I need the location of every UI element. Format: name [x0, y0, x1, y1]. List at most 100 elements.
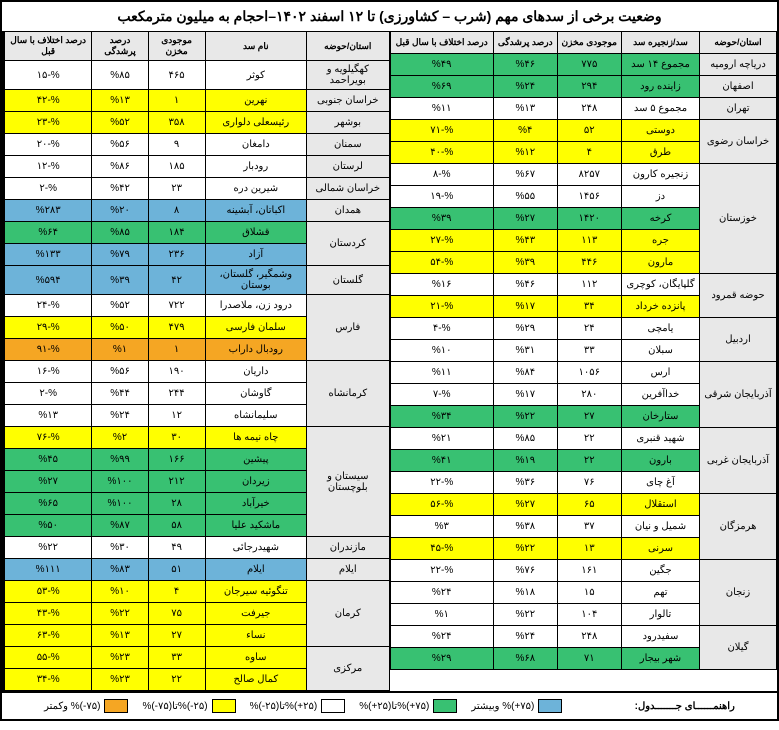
cell-vol: ۷۱	[557, 648, 621, 670]
cell-vol: ۲۴۴	[148, 383, 205, 405]
province-cell: لرستان	[307, 156, 389, 178]
cell-fill: %۴۳	[493, 230, 557, 252]
cell-dam: شمیل و نیان	[621, 516, 699, 538]
cell-vol: ۷۶	[557, 472, 621, 494]
cell-diff: %-۲۳	[5, 112, 92, 134]
province-cell: کهگیلویه و بویراحمد	[307, 61, 389, 90]
cell-vol: ۲۲	[557, 450, 621, 472]
province-cell: سمنان	[307, 134, 389, 156]
cell-fill: %۲۴	[92, 405, 148, 427]
cell-dam: رودبار	[205, 156, 307, 178]
cell-fill: %۴۴	[92, 383, 148, 405]
province-cell: اردبیل	[700, 318, 777, 362]
cell-fill: %۲۹	[493, 318, 557, 340]
cell-dam: قشلاق	[205, 222, 307, 244]
cell-diff: %-۴۰	[390, 142, 493, 164]
cell-diff: %-۴۵	[390, 538, 493, 560]
cell-fill: %۲۰	[92, 200, 148, 222]
cell-dam: خداآفرین	[621, 384, 699, 406]
cell-dam: شهیدرجائی	[205, 537, 307, 559]
cell-diff: %-۲۲	[390, 560, 493, 582]
legend-swatch	[433, 699, 457, 713]
cell-dam: رودبال داراب	[205, 339, 307, 361]
cell-dam: تهم	[621, 582, 699, 604]
cell-diff: %۵۰	[5, 515, 92, 537]
cell-vol: ۱۸۵	[148, 156, 205, 178]
cell-vol: ۱۶۶	[148, 449, 205, 471]
legend-label: (۷۵-)% وکمتر	[44, 701, 100, 712]
cell-fill: %۲۲	[92, 603, 148, 625]
cell-vol: ۴۶۵	[148, 61, 205, 90]
cell-diff: %-۲۱	[390, 296, 493, 318]
cell-diff: %-۲۲	[390, 472, 493, 494]
legend-swatch	[104, 699, 128, 713]
cell-diff: %-۴۲	[5, 90, 92, 112]
cell-fill: %۶۷	[493, 164, 557, 186]
cell-fill: %۱	[92, 339, 148, 361]
cell-vol: ۱۰۵۶	[557, 362, 621, 384]
province-cell: کردستان	[307, 222, 389, 266]
province-cell: کرمان	[307, 581, 389, 647]
cell-diff: %۶۵	[5, 493, 92, 515]
legend-label: (۷۵+)%تا(۲۵+)%	[359, 701, 429, 712]
cell-dam: ماشکید علیا	[205, 515, 307, 537]
cell-dam: مجموع ۵ سد	[621, 98, 699, 120]
cell-diff: %۴۹	[390, 54, 493, 76]
province-cell: حوضه قمرود	[700, 274, 777, 318]
cell-vol: ۹	[148, 134, 205, 156]
cell-dam: چاه نیمه ها	[205, 427, 307, 449]
cell-dam: ساوه	[205, 647, 307, 669]
th-dam: سد/زنجیره سد	[621, 32, 699, 54]
cell-dam: نساء	[205, 625, 307, 647]
cell-vol: ۱۱۳	[557, 230, 621, 252]
province-cell: دریاچه ارومیه	[700, 54, 777, 76]
cell-diff: %-۲۹	[5, 317, 92, 339]
legend-label: (۲۵-)%تا(۷۵-)%	[142, 701, 207, 712]
cell-diff: %-۲	[5, 383, 92, 405]
cell-dam: تنگوئیه سیرجان	[205, 581, 307, 603]
cell-dam: خیرآباد	[205, 493, 307, 515]
th-fill2: درصد پرشدگی	[92, 32, 148, 61]
cell-diff: %۱۰	[390, 340, 493, 362]
cell-fill: %۲۲	[493, 406, 557, 428]
cell-dam: ستارخان	[621, 406, 699, 428]
cell-fill: %۴	[493, 120, 557, 142]
legend-label: (۲۵+)%تا(۲۵-)%	[250, 701, 318, 712]
cell-fill: %۳۶	[493, 472, 557, 494]
cell-fill: %۵۶	[92, 361, 148, 383]
cell-fill: %۴۲	[92, 178, 148, 200]
cell-vol: ۲۲	[557, 428, 621, 450]
cell-dam: زیردان	[205, 471, 307, 493]
cell-fill: %۵۵	[493, 186, 557, 208]
province-cell: همدان	[307, 200, 389, 222]
cell-fill: %۲۲	[493, 604, 557, 626]
cell-vol: ۴	[148, 581, 205, 603]
cell-diff: %-۸	[390, 164, 493, 186]
cell-fill: %۱۰۰	[92, 493, 148, 515]
cell-diff: %۲۱	[390, 428, 493, 450]
cell-fill: %۴۶	[493, 274, 557, 296]
province-cell: زنجان	[700, 560, 777, 626]
province-cell: هرمزگان	[700, 494, 777, 560]
cell-diff: %-۲۴	[5, 295, 92, 317]
th-fill: درصد پرشدگی	[493, 32, 557, 54]
cell-dam: دوستی	[621, 120, 699, 142]
cell-dam: یامچی	[621, 318, 699, 340]
cell-dam: درود زن، ملاصدرا	[205, 295, 307, 317]
cell-vol: ۱۰۴	[557, 604, 621, 626]
page-title: وضعیت برخی از سدهای مهم (شرب – کشاورزی) …	[2, 2, 777, 31]
cell-dam: پانزده خرداد	[621, 296, 699, 318]
cell-vol: ۱۱۲	[557, 274, 621, 296]
cell-dam: آغ چای	[621, 472, 699, 494]
cell-vol: ۲۲	[148, 669, 205, 691]
cell-dam: طرق	[621, 142, 699, 164]
cell-diff: %۲۴	[390, 626, 493, 648]
province-cell: آذربایجان شرقی	[700, 362, 777, 428]
cell-diff: %-۱۹	[390, 186, 493, 208]
province-cell: تهران	[700, 98, 777, 120]
cell-fill: %۵۶	[92, 134, 148, 156]
cell-dam: سلمان فارسی	[205, 317, 307, 339]
cell-diff: %-۲۷	[390, 230, 493, 252]
cell-fill: %۲۳	[92, 669, 148, 691]
left-table: استان/حوضه نام سد موجودی مخزن درصد پرشدگ…	[4, 31, 390, 691]
